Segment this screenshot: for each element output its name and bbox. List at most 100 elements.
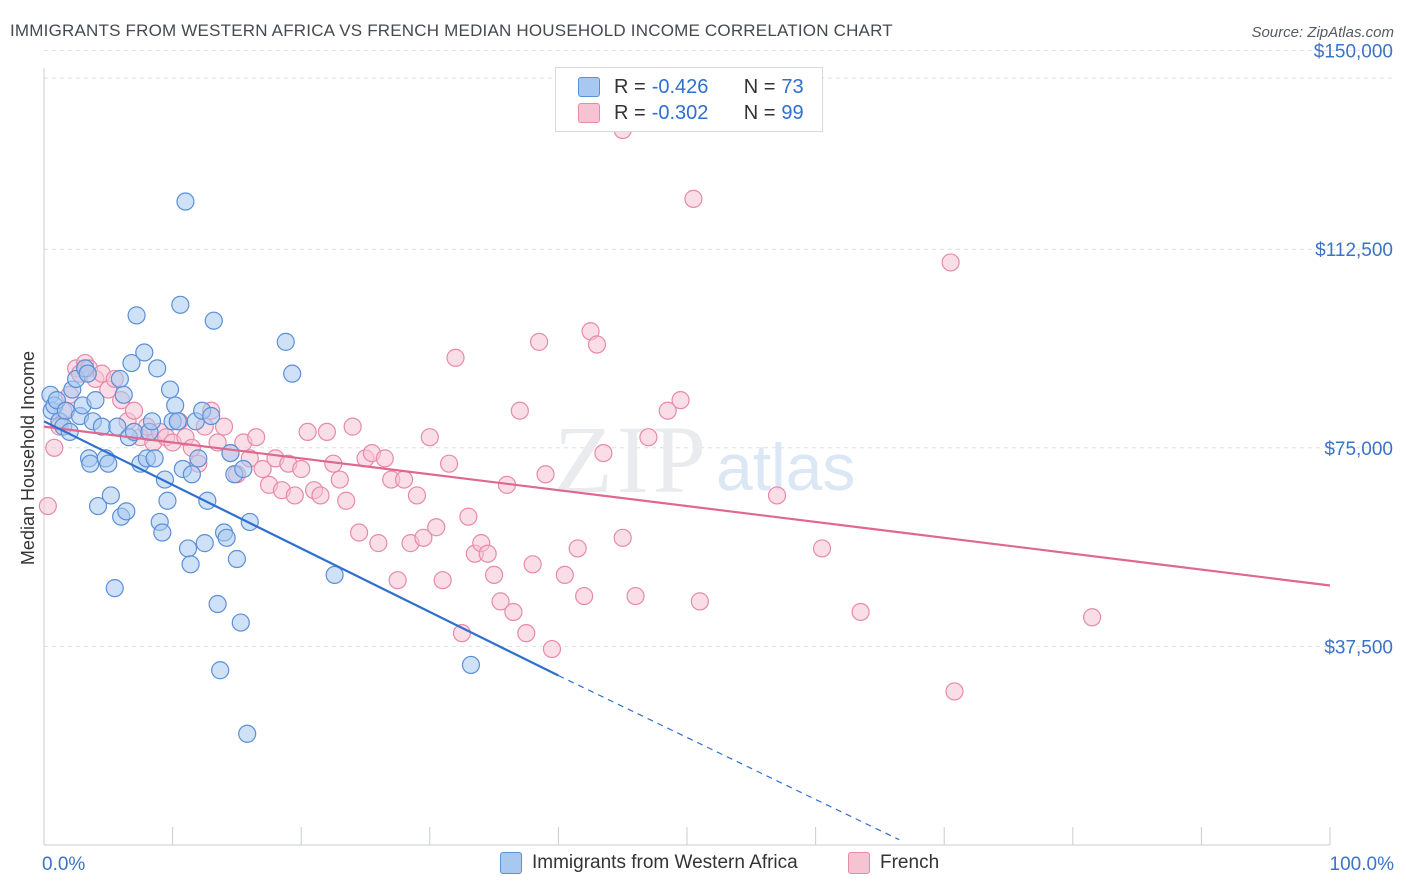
- french-point: [555, 565, 574, 585]
- french-point: [247, 428, 266, 447]
- french-point: [478, 544, 497, 563]
- french-point: [658, 401, 677, 420]
- western-africa-point: [276, 332, 295, 351]
- pink-swatch-icon: [578, 103, 600, 123]
- bottom-legend-label: French: [880, 852, 940, 873]
- french-point: [568, 539, 587, 558]
- source-label: Source: ZipAtlas.com: [1251, 24, 1394, 41]
- western-africa-trend-extension: [558, 674, 900, 841]
- french-point: [941, 253, 960, 272]
- x-tick-label: 0.0%: [42, 854, 85, 875]
- western-africa-point: [158, 491, 177, 510]
- legend-r-value: -0.302: [651, 101, 709, 124]
- french-point: [671, 391, 690, 410]
- bottom-legend-western-africa: Immigrants from Western Africa: [500, 852, 798, 874]
- western-africa-point: [181, 555, 200, 574]
- legend-r-value: -0.426: [651, 75, 709, 98]
- french-point: [439, 454, 459, 473]
- western-africa-point: [153, 523, 172, 542]
- french-point: [510, 401, 529, 420]
- french-point: [767, 486, 787, 505]
- french-point: [420, 428, 439, 447]
- french-point: [1082, 608, 1102, 627]
- watermark-atlas: atlas: [716, 430, 855, 504]
- western-africa-point: [99, 454, 118, 473]
- western-africa-point: [155, 470, 174, 489]
- french-trend-line: [43, 425, 1331, 587]
- y-tick-label: $112,500: [1315, 240, 1393, 261]
- french-point: [388, 571, 407, 590]
- french-point: [851, 602, 870, 622]
- french-point: [407, 486, 427, 505]
- x-tick-label: 100.0%: [1330, 854, 1395, 875]
- french-point: [311, 486, 330, 505]
- western-africa-point: [204, 311, 223, 330]
- chart-title: IMMIGRANTS FROM WESTERN AFRICA VS FRENCH…: [10, 21, 893, 40]
- legend-row-french: R = -0.302 N = 99: [578, 101, 804, 125]
- western-africa-trend-line: [43, 420, 559, 677]
- western-africa-point: [78, 364, 97, 383]
- western-africa-point: [114, 385, 133, 404]
- western-africa-point: [86, 391, 105, 410]
- y-tick-label: $37,500: [1324, 637, 1393, 658]
- blue-swatch-icon: [578, 77, 600, 97]
- french-point: [594, 443, 613, 463]
- western-africa-point: [148, 359, 167, 378]
- legend-row-western-africa: R = -0.426 N = 73: [578, 75, 804, 99]
- french-point: [433, 571, 452, 590]
- french-point: [285, 486, 304, 505]
- french-point: [485, 565, 504, 585]
- french-point: [517, 624, 536, 643]
- western-africa-point: [325, 565, 344, 585]
- french-point: [124, 401, 144, 420]
- french-point: [684, 189, 703, 208]
- french-point: [459, 507, 478, 526]
- western-africa-point: [122, 353, 141, 373]
- western-africa-point: [117, 502, 136, 521]
- bottom-legend-label: Immigrants from Western Africa: [532, 852, 798, 873]
- western-africa-point: [283, 364, 302, 383]
- axes: [43, 68, 1331, 846]
- blue-swatch-icon: [500, 852, 522, 874]
- grid-lines: [44, 50, 1395, 647]
- legend-r-label: R =: [614, 101, 646, 124]
- french-point: [369, 534, 388, 553]
- western-africa-point: [234, 459, 253, 479]
- french-point: [504, 602, 523, 622]
- french-point: [330, 470, 349, 489]
- western-africa-point: [208, 594, 227, 614]
- watermark: ZIP atlas: [554, 406, 855, 513]
- western-africa-point: [101, 486, 120, 505]
- french-point: [626, 586, 645, 606]
- french-point: [587, 335, 607, 354]
- western-africa-point: [231, 613, 250, 632]
- french-point: [523, 555, 542, 574]
- french-point: [639, 428, 658, 447]
- french-point: [613, 528, 632, 547]
- western-africa-point: [135, 343, 154, 362]
- french-point: [45, 438, 64, 457]
- legend-n-label: N =: [743, 75, 776, 98]
- western-africa-point: [227, 549, 246, 569]
- western-africa-point: [182, 465, 201, 484]
- y-tick-label: $150,000: [1314, 42, 1393, 63]
- western-africa-point: [105, 579, 124, 598]
- french-point: [530, 332, 549, 351]
- legend-n-value: 99: [781, 101, 804, 124]
- french-point: [214, 417, 234, 436]
- french-point: [292, 459, 311, 479]
- western-africa-point: [198, 491, 217, 510]
- french-point: [536, 465, 555, 484]
- western-africa-point: [178, 539, 198, 558]
- western-africa-point: [217, 528, 236, 547]
- western-africa-point: [211, 661, 230, 680]
- y-tick-labels: $37,500 $75,000 $112,500 $150,000: [1314, 42, 1393, 659]
- french-point: [414, 528, 433, 547]
- western-africa-point: [176, 192, 195, 211]
- french-point: [394, 470, 414, 489]
- french-point: [343, 417, 362, 436]
- western-africa-point: [142, 412, 162, 431]
- french-point: [491, 592, 510, 611]
- french-point: [337, 491, 356, 510]
